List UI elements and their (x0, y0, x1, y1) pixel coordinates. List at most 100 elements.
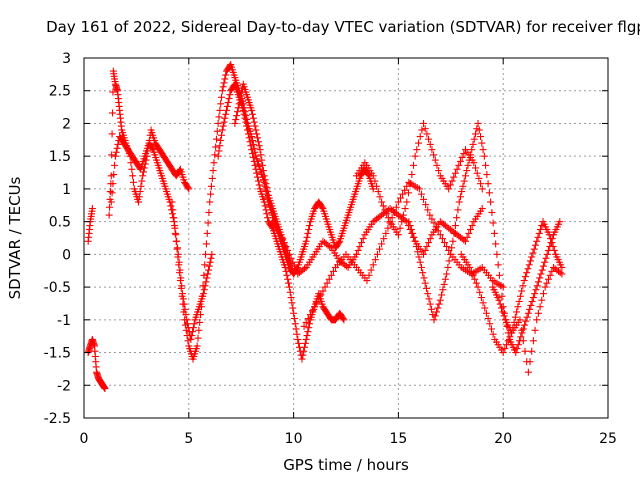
data-point-interp (376, 193, 384, 201)
data-point (533, 316, 541, 324)
data-point-interp (323, 279, 331, 287)
data-point-interp (137, 182, 145, 190)
data-point-interp (263, 210, 271, 218)
data-point-interp (483, 171, 491, 179)
data-point-interp (433, 308, 441, 316)
data-point-interp (406, 222, 414, 230)
data-point-interp (184, 184, 192, 192)
data-point-interp (315, 295, 323, 303)
data-point-interp (524, 265, 532, 273)
data-point-interp (426, 140, 434, 148)
data-point-interp (301, 339, 309, 347)
data-point-interp (396, 224, 404, 232)
data-point (290, 309, 298, 317)
data-point-interp (109, 88, 117, 96)
data-point-interp (262, 206, 270, 214)
data-point-interp (401, 216, 409, 224)
data-point-interp (468, 222, 476, 230)
data-point-interp (176, 167, 184, 175)
data-point-interp (217, 93, 225, 101)
x-tick-label: 15 (389, 431, 407, 447)
data-point-interp (305, 324, 313, 332)
chart-title: Day 161 of 2022, Sidereal Day-to-day VTE… (46, 18, 640, 36)
data-point (352, 250, 360, 258)
y-tick-label: 1 (62, 182, 71, 198)
data-point-interp (526, 305, 534, 313)
data-point (537, 270, 545, 278)
data-point-interp (544, 246, 552, 254)
data-point (524, 309, 532, 317)
data-point-interp (189, 328, 197, 336)
data-point-interp (325, 275, 333, 283)
data-point-interp (342, 262, 350, 270)
data-point-interp (129, 172, 137, 180)
data-point-interp (510, 318, 518, 326)
data-point-interp (473, 169, 481, 177)
data-point-interp (254, 134, 262, 142)
data-point (470, 159, 478, 167)
x-tick-label: 25 (599, 431, 617, 447)
data-point-interp (529, 249, 537, 257)
data-point (514, 303, 522, 311)
data-point-interp (209, 167, 217, 175)
data-point (248, 146, 256, 154)
data-point-interp (243, 122, 251, 130)
data-point-interp (498, 304, 506, 312)
data-point (403, 198, 411, 206)
data-point-interp (255, 181, 263, 189)
data-point-interp (487, 325, 495, 333)
x-axis-label: GPS time / hours (283, 456, 409, 474)
data-point-interp (460, 150, 468, 158)
data-point-interp (536, 274, 544, 282)
data-point (239, 106, 247, 114)
data-point-interp (106, 188, 114, 196)
series-3 (107, 133, 216, 343)
data-point-interp (467, 225, 475, 233)
data-point-interp (280, 239, 288, 247)
data-point-interp (454, 206, 462, 214)
data-point-interp (528, 297, 536, 305)
data-point (252, 126, 260, 134)
plot-frame (83, 57, 609, 419)
data-point (363, 277, 371, 285)
data-point-interp (399, 190, 407, 198)
data-point-interp (259, 161, 267, 169)
data-point-interp (414, 248, 422, 256)
data-point (260, 172, 268, 180)
data-point-interp (171, 229, 179, 237)
data-point-interp (109, 180, 117, 188)
data-point-interp (224, 99, 232, 107)
data-point-interp (458, 188, 466, 196)
data-point-interp (217, 131, 225, 139)
data-point (277, 231, 285, 239)
data-point-interp (467, 267, 475, 275)
data-point-interp (254, 138, 262, 146)
data-point-interp (356, 243, 364, 251)
data-point (430, 316, 438, 324)
data-point-interp (463, 167, 471, 175)
data-point-interp (136, 188, 144, 196)
data-point-interp (293, 330, 301, 338)
data-point (340, 316, 348, 324)
data-point-interp (200, 271, 208, 279)
data-point-interp (519, 282, 527, 290)
data-point-interp (364, 171, 372, 179)
data-point-interp (253, 169, 261, 177)
data-point (411, 237, 419, 245)
series-12 (489, 218, 566, 337)
data-point-interp (358, 239, 366, 247)
data-point-interp (290, 315, 298, 323)
data-point-interp (379, 202, 387, 210)
data-point (206, 198, 214, 206)
data-point-interp (526, 358, 534, 366)
data-point-interp (174, 253, 182, 261)
data-point-interp (445, 257, 453, 265)
data-point-interp (515, 297, 523, 305)
data-point-interp (547, 235, 555, 243)
data-point-interp (246, 138, 254, 146)
data-point-interp (489, 219, 497, 227)
series-4 (168, 61, 298, 363)
data-point (311, 303, 319, 311)
data-point-interp (392, 203, 400, 211)
data-point-interp (303, 233, 311, 241)
